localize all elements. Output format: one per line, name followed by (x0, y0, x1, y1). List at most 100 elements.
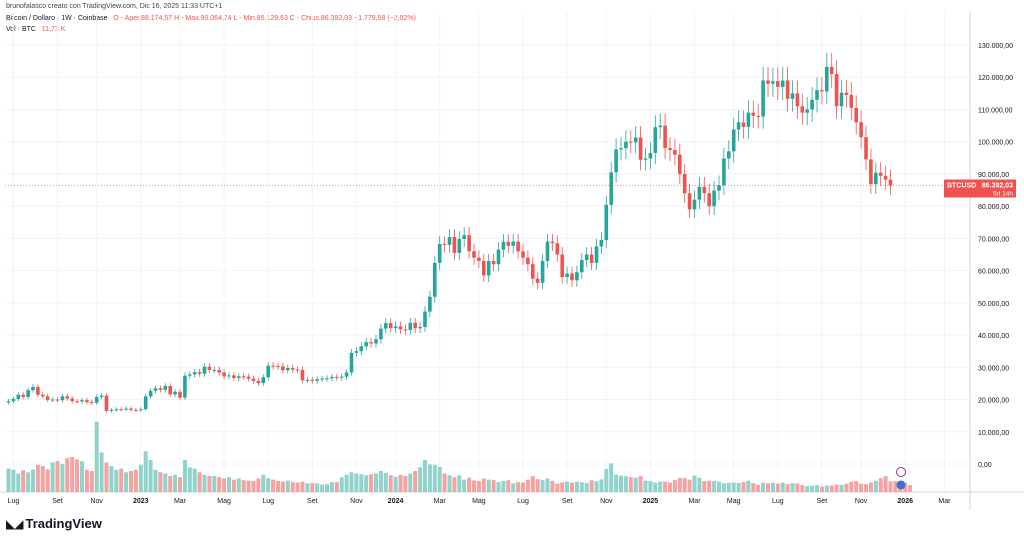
candle-body (237, 376, 241, 378)
volume-label[interactable]: Vol · BTC (6, 26, 36, 33)
volume-bar (844, 483, 849, 492)
volume-bar (427, 464, 432, 492)
x-tick-label: 2023 (133, 498, 149, 505)
y-tick-label: 120.000,00 (978, 75, 1013, 82)
volume-bar (849, 481, 854, 492)
candle-body (888, 179, 893, 186)
volume-bar (119, 468, 124, 492)
volume-bar (143, 451, 148, 492)
candle-body (472, 251, 476, 258)
candle-body (330, 376, 334, 379)
candle-body (457, 239, 462, 253)
candle-body (702, 186, 707, 194)
event-flag-icon (896, 480, 906, 490)
volume-bar (65, 457, 70, 492)
volume-bar (207, 475, 212, 492)
candle-body (168, 386, 172, 395)
candle-body (65, 396, 70, 399)
volume-bar (457, 475, 462, 492)
candle-body (692, 199, 697, 210)
candle-body (834, 74, 839, 107)
x-tick-label: Set (817, 498, 828, 505)
x-tick-label: Mar (174, 498, 187, 505)
volume-bar (187, 467, 192, 492)
candle-body (45, 396, 50, 400)
volume-bar (276, 480, 280, 492)
candle-body (878, 172, 883, 176)
ohlc-legend: Bitcoin / Dollaro · 1W · Coinbase O - Ap… (6, 15, 416, 22)
volume-bar (770, 482, 775, 492)
candle-body (697, 186, 702, 200)
candle-body (271, 365, 275, 367)
volume-bar (834, 484, 839, 492)
volume-bar (403, 475, 408, 492)
volume-bar (570, 482, 574, 492)
volume-bar (643, 480, 648, 492)
volume-bar (21, 470, 26, 492)
volume-bar (550, 480, 555, 492)
y-tick-label: 80.000,00 (978, 204, 1009, 211)
volume-bar (805, 486, 810, 492)
candle-body (369, 342, 373, 344)
candle-body (800, 106, 805, 113)
candle-body (295, 369, 300, 371)
volume-bar (481, 478, 486, 492)
volume-bar (70, 456, 75, 492)
candle-body (222, 372, 226, 377)
symbol-title[interactable]: Bitcoin / Dollaro · 1W · Coinbase (6, 15, 108, 22)
volume-bar (182, 459, 187, 492)
candle-body (712, 190, 716, 207)
volume-bar (173, 474, 178, 492)
volume-bar (432, 464, 437, 492)
volume-bar (672, 480, 677, 492)
volume-bar (780, 482, 785, 492)
volume-bar (751, 483, 756, 492)
candle-body (482, 260, 486, 276)
volume-bar (638, 476, 643, 492)
candle-body (344, 372, 349, 377)
candle-body (428, 296, 432, 312)
candle-body (687, 193, 692, 210)
candle-body (810, 99, 814, 110)
volume-bar (320, 484, 325, 492)
candle-body (761, 80, 765, 117)
volume-bar (344, 474, 349, 492)
volume-bar (501, 480, 506, 492)
candle-body (844, 92, 849, 95)
candle-body (516, 241, 520, 252)
volume-bar (45, 469, 50, 492)
volume-bar (35, 464, 40, 492)
volume-bar (374, 473, 378, 492)
candle-body (864, 137, 868, 160)
candle-body (452, 237, 457, 253)
volume-bar (80, 461, 84, 492)
volume-bar (452, 477, 457, 492)
volume-bar (472, 480, 476, 492)
candle-body (766, 80, 770, 84)
volume-bar (261, 474, 266, 492)
candle-body (751, 112, 756, 116)
candle-body (722, 158, 726, 186)
candle-body (545, 241, 550, 261)
candle-body (354, 351, 359, 353)
volume-bar (525, 479, 530, 492)
tradingview-logo[interactable]: ◣◢ TradingView (6, 516, 102, 531)
candle-body (31, 386, 35, 391)
volume-bar (790, 483, 795, 492)
candle-body (94, 396, 99, 403)
candle-body (335, 376, 339, 378)
volume-bar (560, 482, 565, 492)
volume-bar (369, 474, 374, 492)
candle-body (300, 369, 305, 381)
candle-body (790, 93, 795, 99)
price-tag-box (944, 179, 1016, 198)
volume-bar (271, 479, 276, 492)
volume-bar (50, 462, 55, 492)
x-tick-label: Lug (8, 498, 20, 505)
x-tick-label: Lug (772, 498, 784, 505)
candle-body (643, 158, 648, 160)
volume-bar (810, 485, 815, 492)
volume-bar (325, 484, 329, 492)
candle-body (173, 391, 177, 395)
